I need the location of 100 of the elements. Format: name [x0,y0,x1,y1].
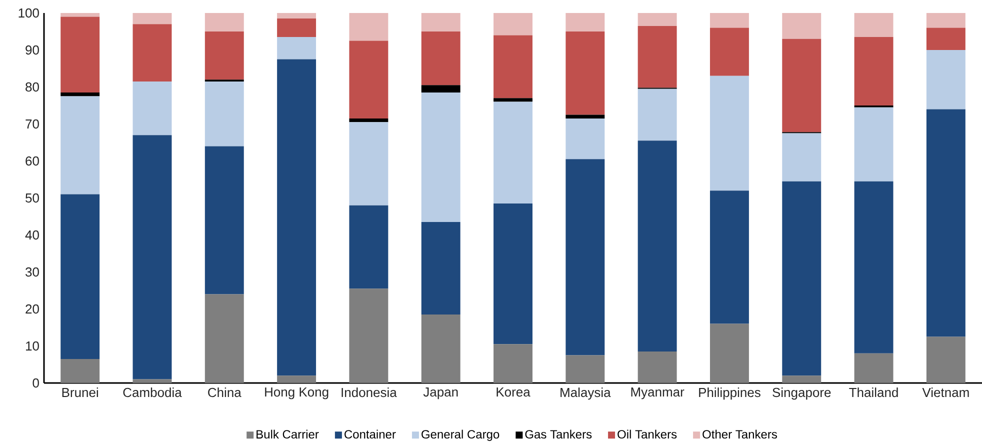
bar [566,159,605,356]
bar [277,13,316,19]
x-tick-label: Malaysia [560,388,611,400]
bar [132,81,172,136]
bar [566,114,605,118]
bar [854,37,894,106]
x-tick-label: Brunei [62,388,98,398]
bar [710,13,749,28]
bar [277,18,316,38]
x-tick-label: Hong Kong [265,388,328,400]
bar [854,107,894,182]
bar [349,118,388,122]
bar [494,98,532,102]
legend-label: Oil Tankers [618,430,677,439]
bar [566,32,605,115]
bar [710,76,749,191]
bar [638,140,677,352]
legend-label: Other Tankers [702,430,777,439]
y-tick-label: 90 [26,45,39,55]
bar [132,13,172,24]
x-tick-label: Philippines [699,388,760,400]
bar [926,336,966,383]
bar [494,102,532,204]
bar [349,40,388,118]
y-tick-label: 30 [26,267,39,277]
y-tick-label: 100 [18,8,39,18]
bar [60,16,100,93]
y-tick-label: 80 [26,82,39,92]
bar [421,222,460,315]
bar [204,13,244,32]
bar [854,353,894,383]
bar [204,81,244,146]
bar [566,118,605,160]
legend-label: Container [344,430,396,439]
y-tick-label: 60 [26,156,39,166]
bar [638,352,677,383]
x-tick-label: Cambodia [123,388,182,398]
y-tick-label: 10 [26,341,39,351]
bar [421,85,460,93]
bar [638,88,677,141]
bar [926,13,966,28]
bar [926,28,966,50]
bar [566,355,605,383]
bar [782,38,822,132]
bar [421,13,460,32]
bar [566,13,605,32]
bar [638,26,677,88]
bar [204,32,244,80]
bar [854,181,894,354]
y-tick-label: 50 [26,193,39,203]
bar [277,59,316,376]
x-tick-label: Indonesia [342,388,397,398]
bar [710,324,749,383]
bar [638,13,677,26]
bar [60,194,100,359]
bar [204,294,244,383]
x-tick-label: Japan [423,388,458,400]
bar [60,92,100,96]
bar [60,96,100,194]
x-tick-label: Vietnam [922,388,969,398]
x-tick-label: Singapore [772,388,831,400]
y-tick-label: 40 [25,230,39,240]
bar [60,358,100,383]
bar [782,13,822,39]
bar [710,190,749,324]
bar [349,122,388,206]
bar [782,133,822,182]
bar [494,344,532,383]
legend-label: Bulk Carrier [256,430,319,439]
bar [277,376,316,383]
bar [926,50,966,110]
bar [132,379,172,383]
bar [494,35,532,98]
legend-label: General Cargo [422,430,500,441]
bar [926,109,966,337]
bar [421,32,460,86]
bar [782,181,822,376]
bar [349,13,388,41]
bar [710,28,749,76]
x-tick-label: Myanmar [631,388,684,400]
bar [132,24,172,82]
bar [494,204,532,344]
bar [277,37,316,60]
bar [349,205,388,289]
bar [60,13,100,17]
y-tick-label: 0 [32,378,39,388]
bar [854,13,894,38]
bar [494,13,532,36]
bar [204,146,244,294]
bar [782,376,822,383]
x-tick-label: Korea [496,388,530,397]
legend-label: Gas Tankers [525,430,592,439]
bar [349,288,388,383]
bar [132,135,172,380]
bar [421,314,460,383]
x-tick-label: China [208,388,242,398]
y-tick-label: 70 [26,119,39,129]
bar [421,92,460,222]
x-tick-label: Thailand [849,388,898,398]
y-tick-label: 20 [26,304,39,314]
